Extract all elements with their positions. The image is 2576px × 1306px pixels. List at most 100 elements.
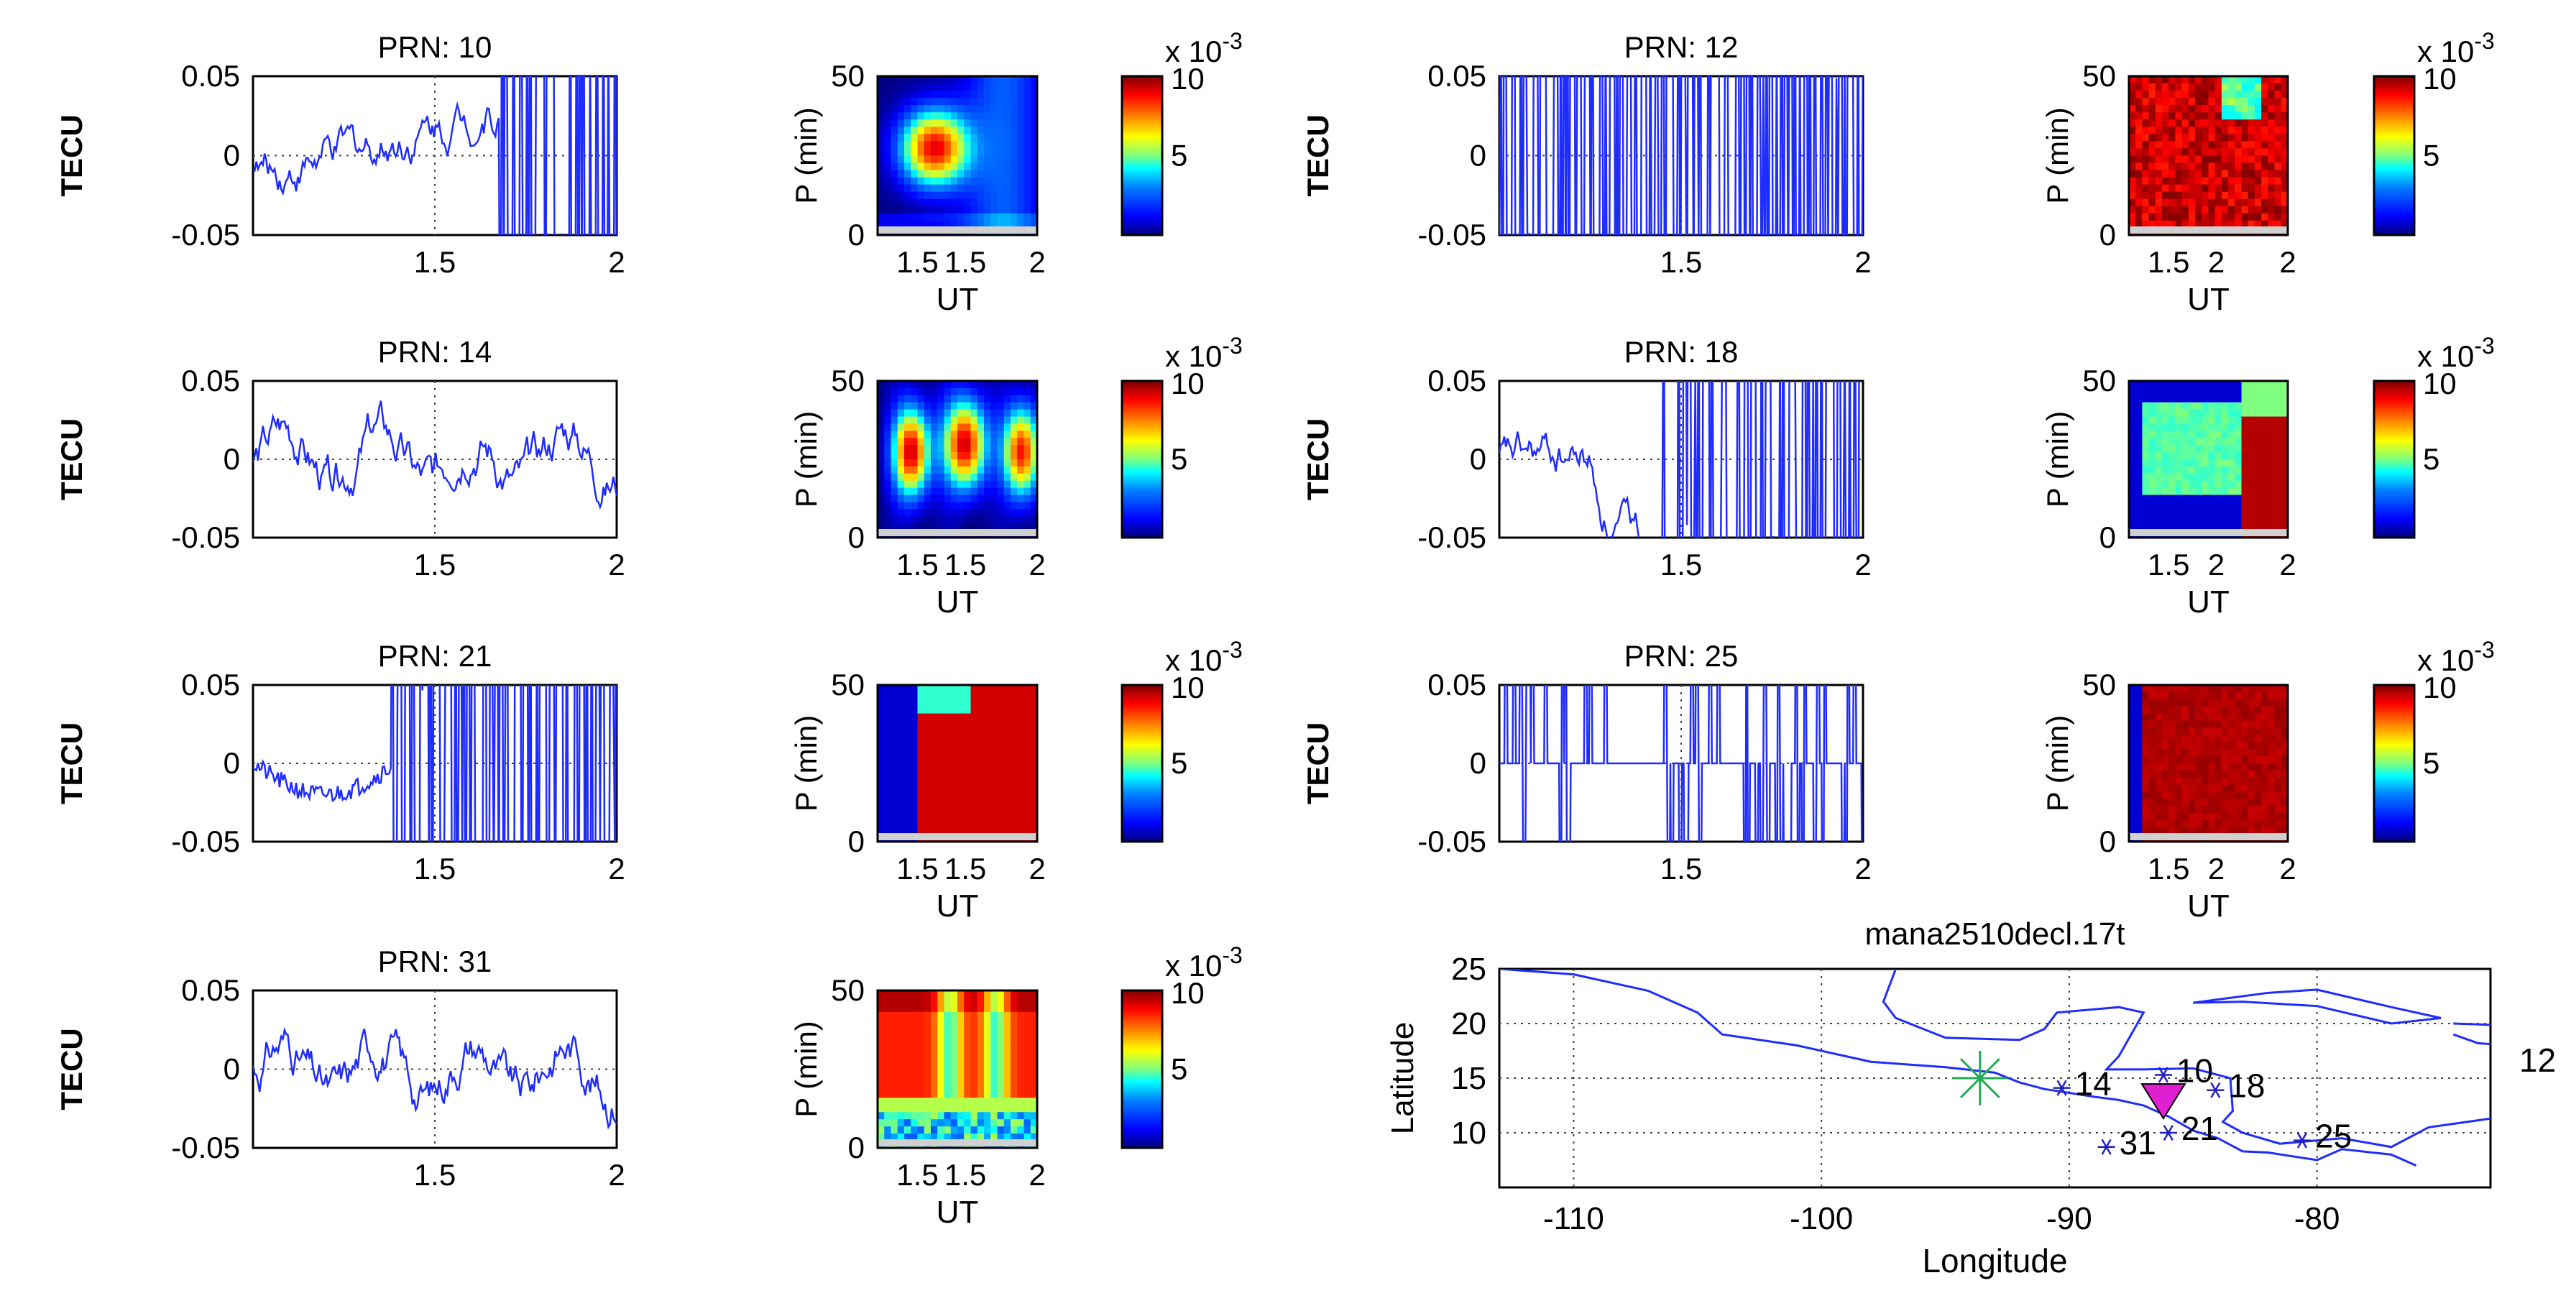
heatmap-cell (964, 213, 972, 221)
heatmap-cell (2208, 452, 2216, 460)
heatmap-cell (2214, 706, 2222, 714)
heatmap-cell (2129, 791, 2136, 800)
heatmap-cell (2175, 162, 2183, 171)
heatmap-cell (917, 1126, 925, 1134)
cone-band (878, 833, 1037, 840)
heatmap-cell (1003, 1004, 1011, 1013)
heatmap-cell (2221, 452, 2229, 460)
heatmap-cell (891, 402, 898, 410)
heatmap-cell (997, 720, 1005, 729)
heatmap-cell (2142, 76, 2150, 84)
heatmap-cell (2195, 770, 2202, 778)
heatmap-cell (937, 713, 945, 722)
heatmap-cell (917, 381, 925, 389)
heatmap-cell (917, 727, 925, 736)
heatmap-cell (2162, 820, 2169, 828)
heatmap-cell (2221, 720, 2229, 729)
heatmap-cell (2155, 387, 2163, 396)
heatmap-cell (2248, 191, 2255, 200)
heatmap-cell (2281, 473, 2288, 482)
heatmap-cell (2195, 105, 2202, 113)
heatmap-cell (1017, 1004, 1025, 1013)
heatmap-cell (2241, 127, 2249, 135)
heatmap-cell (957, 516, 965, 524)
heatmap-cell (878, 685, 885, 693)
heatmap-cell (1030, 381, 1038, 389)
satellite-marker (2154, 1067, 2172, 1083)
heatmap-cell (2268, 387, 2276, 396)
heatmap-cell (2168, 119, 2176, 128)
heatmap-cell (924, 799, 932, 807)
heatmap-cell (2268, 127, 2276, 135)
heatmap-cell (878, 98, 885, 106)
heatmap-cell (964, 997, 972, 1006)
heatmap-cell (957, 155, 965, 164)
heatmap-cell (1030, 1026, 1038, 1034)
heatmap-cell (931, 184, 938, 193)
heatmap-cell (917, 119, 925, 128)
heatmap-cell (2188, 706, 2196, 714)
heatmap-cell (904, 727, 911, 736)
heatmap-cell (2268, 727, 2276, 736)
heatmap-cell (2168, 83, 2176, 91)
heatmap-cell (970, 480, 978, 489)
heatmap-cell (878, 1047, 885, 1056)
heatmap-cell (2281, 820, 2288, 828)
heatmap-cell (904, 480, 911, 489)
heatmap-cell (2162, 148, 2169, 157)
heatmap-cell (964, 502, 972, 510)
heatmap-cell (917, 1105, 925, 1113)
heatmap-cell (2129, 206, 2136, 214)
heatmap-cell (2168, 98, 2176, 106)
heatmap-cell (970, 1090, 978, 1099)
heatmap-cell (2261, 742, 2269, 750)
heatmap-cell (990, 691, 998, 700)
heatmap-cell (950, 105, 958, 113)
heatmap-cell (937, 1098, 945, 1105)
heatmap-cell (2155, 827, 2163, 835)
heatmap-cell (2202, 127, 2209, 135)
heatmap-cell (2155, 495, 2163, 503)
heatmap-cell (984, 423, 991, 432)
heatmap-cell (2175, 213, 2183, 221)
heatmap-cell (2168, 127, 2176, 135)
heatmap-cell (1011, 83, 1018, 91)
heatmap-cell (2274, 83, 2282, 91)
heatmap-cell (897, 1119, 905, 1127)
heatmap-cell (2168, 713, 2176, 722)
heatmap-cell (990, 685, 998, 693)
heatmap-cell (2228, 791, 2236, 800)
heatmap-cell (911, 749, 919, 757)
heatmap-cell (891, 1098, 898, 1105)
heatmap-cell (924, 1098, 932, 1105)
heatmap-cell (944, 473, 952, 482)
heatmap-cell (2241, 813, 2249, 821)
heatmap-cell (917, 220, 925, 229)
heatmap-cell (2155, 191, 2163, 200)
heatmap-cell (2235, 191, 2242, 200)
heatmap-cell (878, 438, 885, 446)
heatmap-cell (2281, 813, 2288, 821)
heatmap-cell (2248, 155, 2255, 164)
heatmap-cell (1003, 820, 1011, 828)
heatmap-cell (977, 445, 985, 453)
heatmap-cell (891, 198, 898, 207)
heatmap-cell (2261, 495, 2269, 503)
heatmap-cell (2135, 191, 2143, 200)
heatmap-cell (2248, 98, 2255, 106)
heatmap-cell (2162, 409, 2169, 418)
heatmap-cell (924, 177, 932, 185)
heatmap-cell (2274, 691, 2282, 700)
heatmap-cell (2162, 395, 2169, 403)
heatmap-cell (878, 1098, 885, 1105)
heatmap-cell (904, 409, 911, 418)
heatmap-cell (924, 459, 932, 467)
heatmap-cell (977, 480, 985, 489)
heatmap-cell (2214, 431, 2222, 438)
heatmap-cell (917, 423, 925, 432)
heatmap-cell (2228, 742, 2236, 750)
heatmap-cell (878, 220, 885, 229)
heatmap-cell (1003, 402, 1011, 410)
